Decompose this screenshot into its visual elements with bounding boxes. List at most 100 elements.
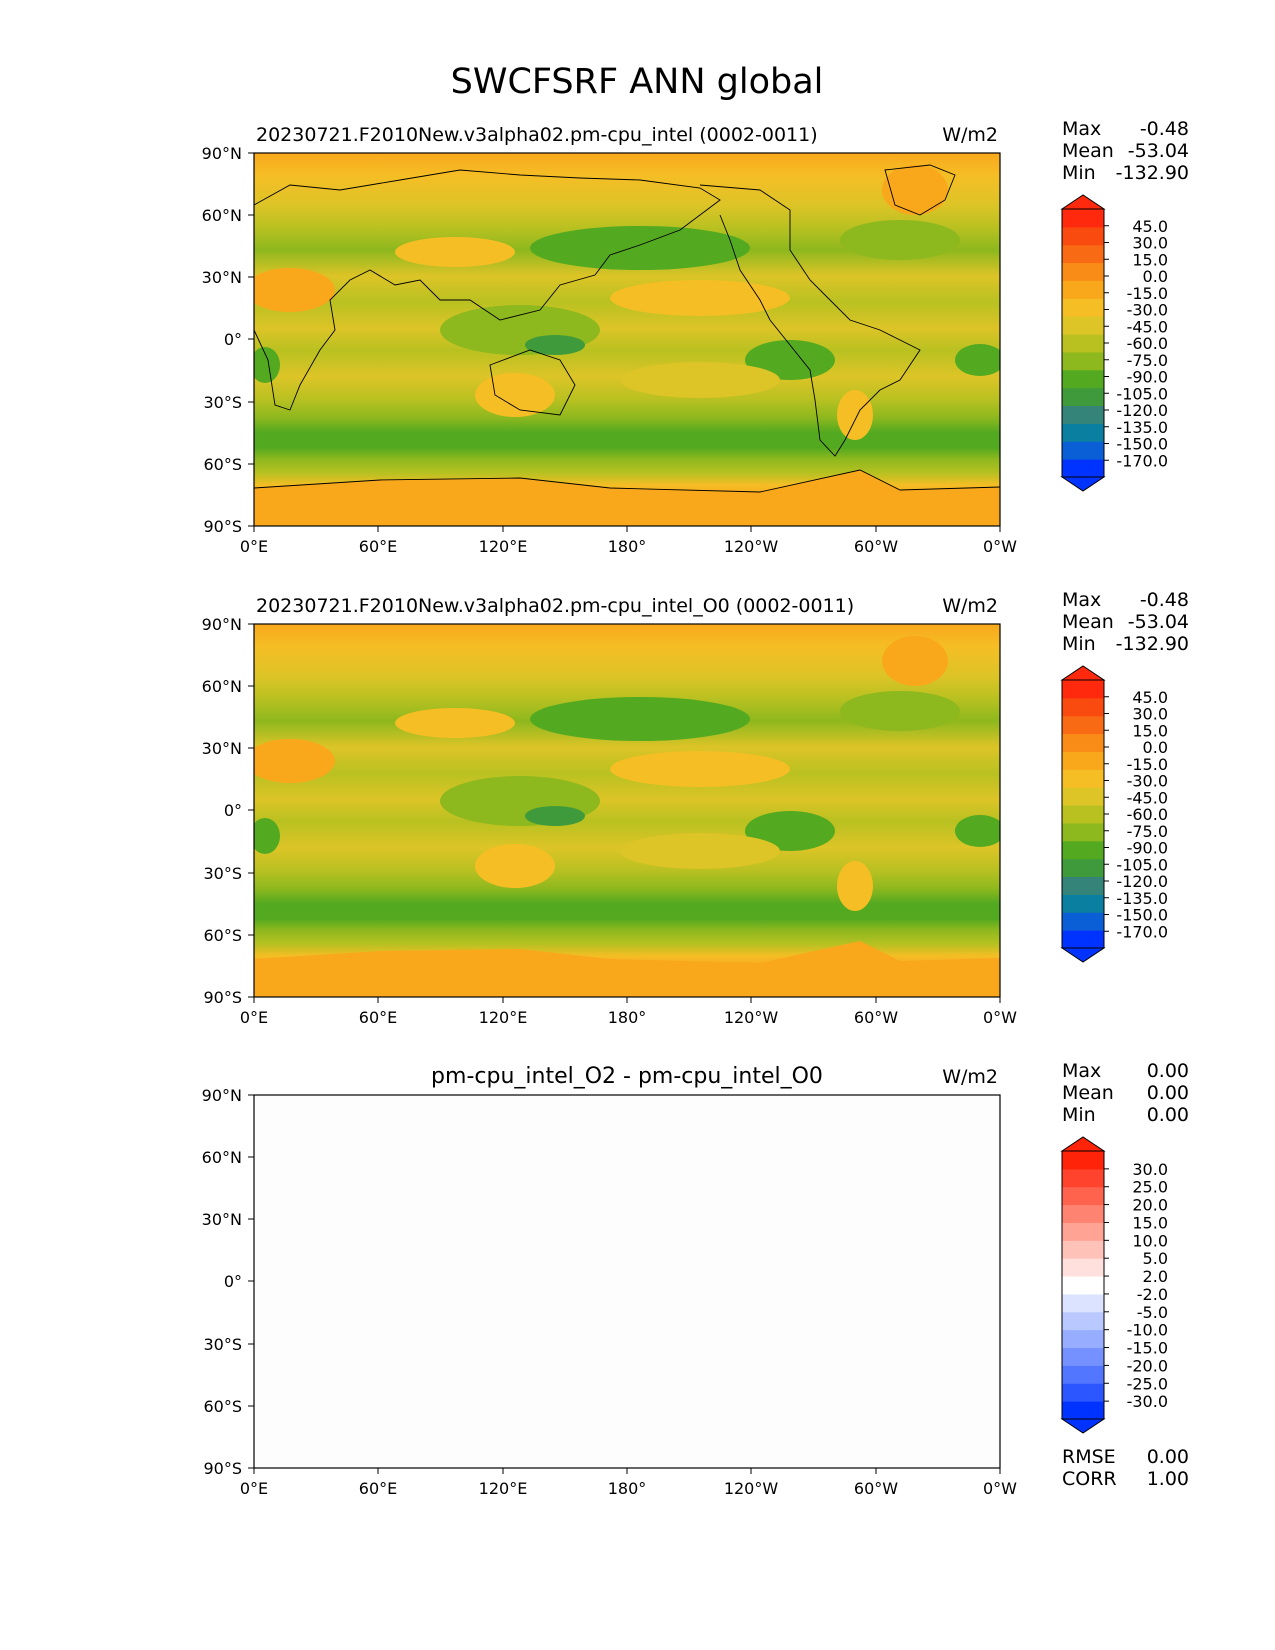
colorbar-tick-label: 15.0 [1132,721,1168,740]
colorbar-tick-label: 30.0 [1132,1160,1168,1179]
stat-max-label: Max [1062,589,1101,611]
x-tick-label: 0°W [983,537,1017,556]
colorbar-tick-label: 0.0 [1143,267,1168,286]
colorbar-tick-label: -170.0 [1116,451,1168,470]
x-tick-label: 60°E [359,537,397,556]
y-tick-label: 30°S [203,1335,242,1354]
colorbar-tick-label: 30.0 [1132,705,1168,724]
stat-min-label: Min [1062,1104,1096,1126]
field-patch [254,818,280,854]
x-tick-label: 120°E [479,1479,528,1498]
colorbar-segment [1062,680,1104,699]
colorbar-segment [1062,822,1104,842]
y-tick-label: 30°N [202,739,242,758]
colorbar-tick-label: -15.0 [1127,284,1168,303]
colorbar-segment [1062,387,1104,407]
stat-min-value: -132.90 [1116,162,1189,184]
y-tick-label: 90°N [202,144,242,163]
colorbar-tick-label: -135.0 [1116,889,1168,908]
field-patch [620,362,780,398]
y-tick-label: 60°N [202,1148,242,1167]
field-patch [254,470,1000,526]
colorbar-segment [1062,244,1104,264]
colorbar-tick-label: -10.0 [1127,1321,1168,1340]
colorbar-segment [1062,1347,1104,1366]
stat-mean-value: -53.04 [1128,611,1189,633]
colorbar-tick-label: -120.0 [1116,872,1168,891]
panel-title: 20230721.F2010New.v3alpha02.pm-cpu_intel… [256,124,818,146]
y-tick-label: 90°S [203,1459,242,1478]
colorbar-extend-max [1060,665,1106,681]
colorbar-tick-label: -30.0 [1127,772,1168,791]
colorbar-segment [1062,1311,1104,1331]
x-tick-label: 180° [608,1008,647,1027]
colorbar-tick-label: -135.0 [1116,418,1168,437]
rmse-value: 0.00 [1147,1446,1189,1468]
corr-value: 1.00 [1147,1468,1189,1490]
coast-antarctica [254,469,1000,493]
colorbar-frame [1061,1150,1105,1420]
y-tick-label: 90°N [202,1086,242,1105]
x-tick-label: 60°W [854,1008,898,1027]
x-tick-label: 0°E [240,537,268,556]
stats-box: Max -0.48 Mean -53.04 Min -132.90 [1062,118,1189,184]
colorbar-tick-label: -15.0 [1127,1339,1168,1358]
panel-title: pm-cpu_intel_O2 - pm-cpu_intel_O0 [431,1064,823,1089]
field-patch [955,344,1000,376]
colorbar-tick-label: 30.0 [1132,234,1168,253]
colorbar-extend-max [1060,194,1106,210]
y-tick-label: 30°S [203,864,242,883]
colorbar-tick-label: -30.0 [1127,301,1168,320]
stat-max-label: Max [1062,118,1101,140]
colorbar-segment [1062,351,1104,371]
colorbar-segment [1062,369,1104,389]
colorbar: -170.0-150.0-135.0-120.0-105.0-90.0-75.0… [1060,665,1168,963]
field-patch [610,751,790,787]
x-tick-label: 180° [608,1479,647,1498]
field-patch [254,739,335,783]
stat-max-value: -0.48 [1140,118,1189,140]
colorbar-extend-min [1060,947,1106,963]
x-tick-label: 120°E [479,537,528,556]
colorbar-tick-label: 15.0 [1132,250,1168,269]
stats-box: Max -0.48 Mean -53.04 Min -132.90 [1062,589,1189,655]
x-tick-label: 60°W [854,537,898,556]
y-tick-label: 30°N [202,1210,242,1229]
panel-title: 20230721.F2010New.v3alpha02.pm-cpu_intel… [256,595,854,617]
colorbar-tick-label: -2.0 [1137,1285,1168,1304]
y-tick-label: 60°S [203,1397,242,1416]
colorbar-segment [1062,280,1104,299]
field-patch [882,165,948,215]
field-patch [955,815,1000,847]
colorbar-segment [1062,894,1104,913]
colorbar-extend-min [1060,476,1106,492]
x-tick-label: 180° [608,537,647,556]
y-tick-label: 90°N [202,615,242,634]
coast-greenland [884,164,956,216]
colorbar-tick-label: -20.0 [1127,1356,1168,1375]
stat-mean-label: Mean [1062,140,1114,162]
field-patch [610,280,790,316]
colorbar-tick-label: -75.0 [1127,351,1168,370]
x-tick-label: 120°W [724,1008,779,1027]
colorbar-tick-label: 5.0 [1143,1249,1168,1268]
rmse-label: RMSE [1062,1446,1116,1468]
colorbar-segment [1062,1365,1104,1384]
colorbar: -170.0-150.0-135.0-120.0-105.0-90.0-75.0… [1060,194,1168,492]
colorbar-segment [1062,876,1104,895]
field-patch [620,833,780,869]
colorbar-segment [1062,769,1104,788]
coast-australia [489,349,576,416]
colorbar-segment [1062,226,1104,246]
x-tick-label: 60°E [359,1008,397,1027]
colorbar-tick-label: -45.0 [1127,788,1168,807]
units-label: W/m2 [942,1066,998,1088]
field-patch [530,226,750,270]
colorbar-tick-label: -170.0 [1116,922,1168,941]
x-tick-label: 60°E [359,1479,397,1498]
colorbar-tick-label: -45.0 [1127,317,1168,336]
colorbar-segment [1062,298,1104,317]
panel-test: 20230721.F2010New.v3alpha02.pm-cpu_intel… [202,118,1189,556]
y-tick-label: 90°S [203,988,242,1007]
